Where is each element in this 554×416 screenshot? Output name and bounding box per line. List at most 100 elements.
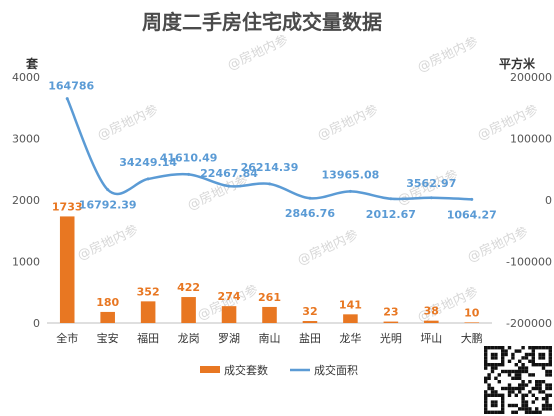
- qr-code-module: [501, 407, 505, 411]
- qr-code-module: [484, 356, 488, 360]
- qr-code-module: [521, 346, 525, 350]
- qr-code-module: [487, 373, 491, 377]
- qr-code-module: [535, 363, 539, 367]
- qr-code-module: [490, 403, 495, 408]
- qr-code-module: [518, 383, 522, 387]
- bar: [181, 297, 196, 323]
- qr-code-module: [514, 386, 518, 391]
- line-data-label: 22467.84: [200, 167, 258, 180]
- qr-code-module: [524, 393, 529, 397]
- qr-code-module: [518, 369, 522, 374]
- right-axis-tick-label: -200000: [506, 317, 552, 330]
- qr-code-module: [548, 383, 552, 387]
- qr-code-module: [490, 356, 495, 360]
- line-data-label: 1064.27: [447, 208, 497, 221]
- qr-code-module: [548, 352, 552, 357]
- qr-code-module: [531, 359, 535, 363]
- qr-code-module: [541, 363, 546, 367]
- qr-code-module: [524, 369, 529, 374]
- bar-data-label: 180: [96, 296, 119, 309]
- line-data-label: 34249.14: [119, 156, 177, 169]
- qr-code-module: [545, 393, 549, 397]
- left-axis-tick-label: 1000: [12, 256, 40, 269]
- qr-code-module: [531, 410, 535, 414]
- qr-code-module: [548, 403, 552, 408]
- qr-code-module: [538, 410, 542, 414]
- line-point: [348, 189, 352, 193]
- qr-code-module: [494, 403, 498, 408]
- left-axis-tick-label: 2000: [12, 194, 40, 207]
- line-data-label: 164786: [48, 80, 94, 93]
- qr-code-module: [490, 352, 495, 357]
- qr-code-module: [514, 403, 518, 408]
- qr-code-module: [494, 390, 498, 394]
- qr-code-module: [521, 356, 525, 360]
- qr-code-module: [521, 366, 525, 370]
- qr-code-module: [521, 380, 525, 384]
- bar: [383, 321, 399, 323]
- qr-code-module: [524, 410, 529, 414]
- qr-code-module: [541, 403, 546, 408]
- qr-code-module: [501, 397, 505, 401]
- qr-code-module: [528, 407, 532, 411]
- qr-code-module: [507, 383, 512, 387]
- qr-code-module: [545, 363, 549, 367]
- qr-code-module: [494, 400, 498, 404]
- bar-data-label: 32: [302, 305, 317, 318]
- qr-code-module: [497, 363, 501, 367]
- line-series: [66, 98, 472, 201]
- qr-code-module: [518, 407, 522, 411]
- qr-code-module: [501, 400, 505, 404]
- qr-code-module: [518, 390, 522, 394]
- data-label-layer: 1733 180 352 422 274 261 32 141 23 38 10 164786 1679…: [48, 80, 497, 320]
- line-point: [389, 197, 393, 201]
- qr-code-module: [501, 352, 505, 357]
- qr-code-module: [548, 356, 552, 360]
- x-axis-category-label: 罗湖: [218, 332, 240, 345]
- bar: [343, 314, 358, 323]
- qr-code-module: [484, 363, 488, 367]
- line-data-label: 3562.97: [406, 177, 456, 190]
- x-axis-category-label: 龙华: [339, 331, 361, 345]
- qr-code-module: [490, 410, 495, 414]
- qr-code-module: [535, 380, 539, 384]
- qr-code-module: [511, 376, 515, 380]
- qr-code-module: [507, 403, 512, 408]
- qr-code-module: [501, 410, 505, 414]
- qr-code-module: [497, 346, 501, 350]
- line-data-label: 2012.67: [366, 208, 416, 221]
- left-axis-tick-label: 4000: [12, 71, 40, 84]
- qr-code-module: [507, 359, 512, 363]
- qr-code-module: [524, 400, 529, 404]
- qr-code-module: [484, 390, 488, 394]
- bar-data-label: 10: [464, 306, 480, 319]
- qr-code-module: [521, 403, 525, 408]
- qr-code-module: [514, 376, 518, 380]
- qr-code-module: [528, 373, 532, 377]
- qr-code-module: [535, 383, 539, 387]
- qr-code-module: [528, 410, 532, 414]
- bar: [140, 301, 156, 323]
- x-axis-category-label: 宝安: [97, 331, 119, 345]
- qr-code-module: [490, 369, 495, 374]
- qr-code-module: [487, 383, 491, 387]
- qr-code-module: [521, 363, 525, 367]
- qr-code-module: [511, 390, 515, 394]
- qr-code-module: [484, 352, 488, 357]
- qr-code-module: [531, 386, 535, 391]
- qr-code-module: [541, 407, 546, 411]
- qr-code-module: [541, 380, 546, 384]
- qr-code-module: [518, 373, 522, 377]
- qr-code-module: [501, 356, 505, 360]
- left-axis-tick-label: 3000: [12, 133, 40, 146]
- qr-code-module: [545, 383, 549, 387]
- qr-code-module: [511, 352, 515, 357]
- qr-code-module: [545, 369, 549, 374]
- qr-code-module: [541, 356, 546, 360]
- qr-code-module: [487, 376, 491, 380]
- bar-data-label: 23: [383, 306, 398, 319]
- qr-code-module: [538, 386, 542, 391]
- x-axis-category-label: 光明: [380, 331, 402, 345]
- line-point: [470, 197, 474, 201]
- legend-label-line: 成交面积: [314, 363, 358, 377]
